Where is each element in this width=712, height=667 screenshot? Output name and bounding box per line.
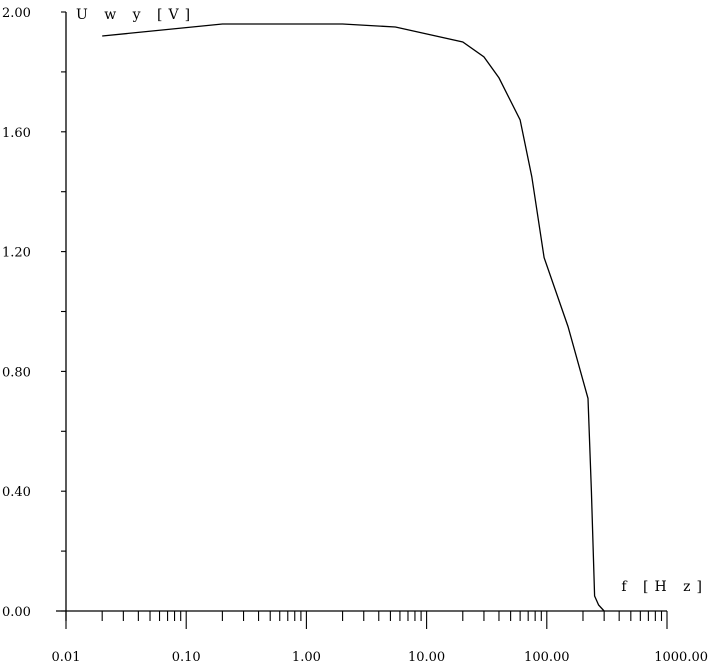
series-line bbox=[102, 23, 605, 612]
x-tick-label: 1000.00 bbox=[654, 650, 708, 665]
series-layer bbox=[102, 23, 605, 612]
y-tick-label: 2.00 bbox=[2, 6, 31, 21]
axes bbox=[56, 12, 667, 621]
y-tick-label: 1.60 bbox=[2, 126, 31, 141]
x-tick-label: 0.01 bbox=[52, 650, 81, 665]
x-tick-label: 0.10 bbox=[172, 650, 201, 665]
tick-labels: 0.00 0.40 0.80 1.20 1.60 2.00 0.01 0.10 1.00 10.0… bbox=[2, 6, 708, 665]
y-tick-label: 1.20 bbox=[2, 246, 31, 261]
x-tick-label: 10.00 bbox=[408, 650, 445, 665]
y-axis-label: U w y [V] bbox=[76, 7, 196, 23]
x-axis-label: f [H z] bbox=[621, 579, 708, 595]
x-tick-label: 1.00 bbox=[292, 650, 321, 665]
y-tick-label: 0.00 bbox=[2, 605, 31, 620]
y-tick-label: 0.40 bbox=[2, 485, 31, 500]
ticks bbox=[61, 11, 668, 629]
x-tick-label: 100.00 bbox=[524, 650, 570, 665]
y-tick-label: 0.80 bbox=[2, 365, 31, 380]
